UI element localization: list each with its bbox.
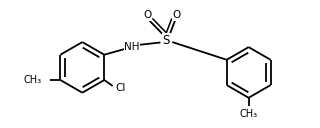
Text: CH₃: CH₃ — [240, 109, 258, 119]
Text: NH: NH — [124, 42, 140, 52]
Text: Cl: Cl — [115, 83, 125, 93]
Text: S: S — [163, 34, 170, 47]
Text: O: O — [173, 10, 181, 20]
Text: CH₃: CH₃ — [24, 75, 42, 85]
Text: O: O — [143, 10, 151, 20]
